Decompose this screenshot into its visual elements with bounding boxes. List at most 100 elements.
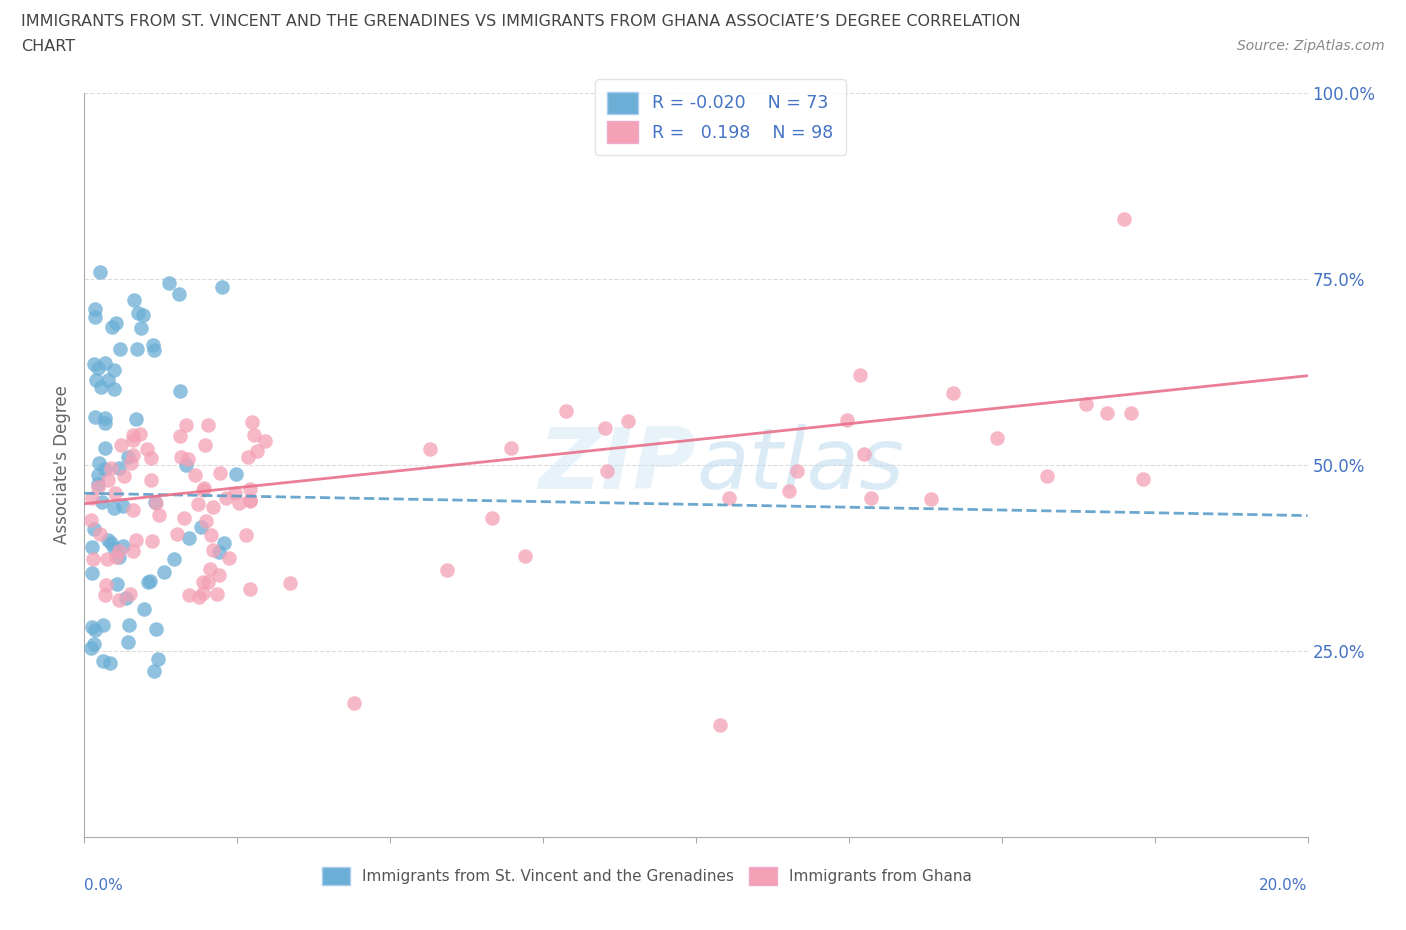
Point [169,429,191,444]
Point [86,468,108,483]
Point [97,373,120,388]
Point [177,530,200,545]
Point [239,581,262,596]
Point [920,492,942,507]
Point [197,418,219,432]
Point [157,275,180,290]
Point [107,460,129,475]
Point [239,482,262,497]
Point [1076,396,1098,411]
Point [108,341,131,356]
Point [105,316,128,331]
Point [169,383,191,398]
Point [193,481,215,496]
Point [593,420,616,435]
Point [198,561,221,576]
Point [84,622,107,637]
Point [239,494,262,509]
Point [145,496,167,511]
Point [89,527,111,542]
Point [127,341,149,356]
Point [170,450,193,465]
Point [105,549,128,564]
Point [246,444,269,458]
Point [110,438,132,453]
Point [89,264,111,279]
Point [187,590,209,604]
Point [1132,472,1154,486]
Point [98,656,121,671]
Point [1114,212,1136,227]
Point [278,576,301,591]
Point [986,431,1008,445]
Point [177,452,200,467]
Point [97,533,120,548]
Point [83,356,105,371]
Point [96,551,118,566]
Point [174,418,197,432]
Point [184,468,207,483]
Point [100,460,122,475]
Point [139,472,162,487]
Point [225,466,247,481]
Point [239,492,262,507]
Point [235,527,257,542]
Point [115,591,138,605]
Point [94,588,117,603]
Point [112,469,135,484]
Point [852,446,875,461]
Point [419,442,441,457]
Point [117,449,139,464]
Point [111,538,134,553]
Point [134,601,156,616]
Point [236,450,259,465]
Point [120,586,142,601]
Point [82,551,104,566]
Text: IMMIGRANTS FROM ST. VINCENT AND THE GRENADINES VS IMMIGRANTS FROM GHANA ASSOCIAT: IMMIGRANTS FROM ST. VINCENT AND THE GREN… [21,14,1021,29]
Point [89,456,111,471]
Point [436,563,458,578]
Point [118,618,141,632]
Point [103,382,125,397]
Point [94,356,117,371]
Point [152,565,174,579]
Point [96,578,118,592]
Point [122,292,145,307]
Point [80,641,103,656]
Point [103,363,125,378]
Point [177,587,200,602]
Point [121,432,143,447]
Point [191,575,214,590]
Point [129,320,152,335]
Point [173,511,195,525]
Point [240,415,263,430]
Point [122,503,145,518]
Point [191,586,214,601]
Point [145,621,167,636]
Point [90,379,112,394]
Point [108,544,131,559]
Point [100,536,122,551]
Point [501,441,523,456]
Point [208,466,231,481]
Point [100,319,122,334]
Point [80,539,103,554]
Point [86,360,108,375]
Point [211,279,233,294]
Point [82,490,104,505]
Point [84,310,107,325]
Point [224,485,246,500]
Point [91,653,114,668]
Text: Source: ZipAtlas.com: Source: ZipAtlas.com [1237,39,1385,53]
Point [122,447,145,462]
Point [174,458,197,472]
Point [214,490,236,505]
Point [617,414,640,429]
Point [80,619,103,634]
Point [90,494,112,509]
Point [94,416,117,431]
Point [1095,405,1118,420]
Point [481,511,503,525]
Point [136,442,159,457]
Point [202,543,225,558]
